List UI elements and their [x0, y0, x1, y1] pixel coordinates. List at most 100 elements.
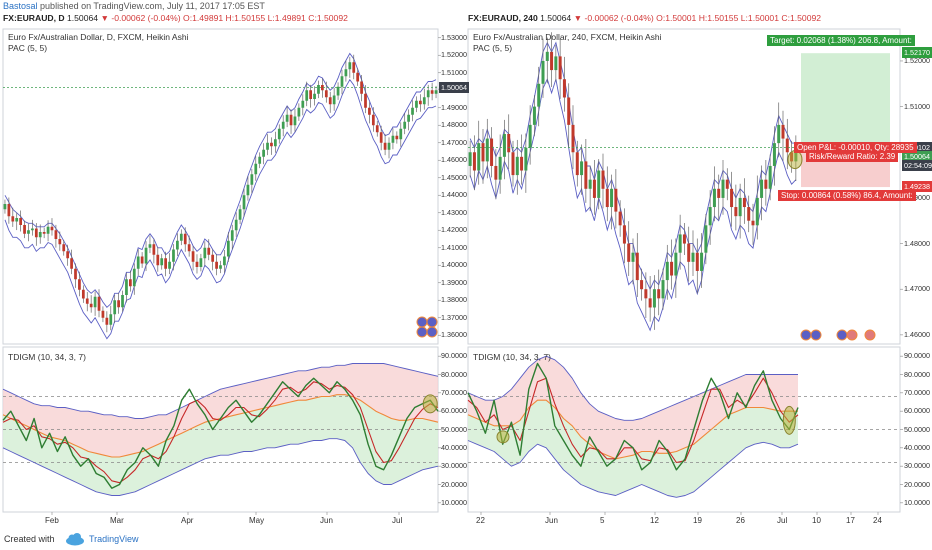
left-price-candle-body — [317, 85, 320, 94]
left-price-candle-body — [422, 97, 426, 105]
right-tdi-highlight-early — [496, 430, 510, 444]
left-xtick-label: Jul — [392, 516, 403, 525]
right-price-candle-body — [537, 83, 541, 107]
left-price-candle-body — [164, 258, 168, 269]
right-tdi-ytick-label: 60.0000 — [904, 406, 930, 416]
left-price-candle-body — [117, 300, 120, 308]
left-price-candle-body — [383, 142, 387, 150]
left-price-candle-body — [101, 310, 105, 318]
right-xtick-label: 22 — [476, 516, 485, 525]
left-price-candle-body — [356, 72, 360, 82]
left-indicator-badges[interactable] — [416, 316, 438, 343]
right-tdi-mid-band — [467, 399, 798, 460]
left-price-candle-body — [434, 90, 438, 94]
left-price-candle-body — [411, 107, 414, 115]
left-high: H:1.50155 — [225, 13, 266, 23]
tradingview-brand[interactable]: TradingView — [89, 534, 139, 544]
right-price-candle-body — [498, 156, 502, 180]
right-price-candle-body — [772, 143, 776, 166]
right-price-candle-body — [592, 179, 596, 198]
right-price-candle-body — [550, 51, 554, 71]
right-tdi-bearish-zone — [468, 356, 798, 459]
left-price-candle-body — [289, 114, 293, 126]
right-price-candle-body — [618, 211, 622, 226]
right-price-candle-body — [554, 56, 558, 71]
right-low: L:1.50001 — [740, 13, 779, 23]
right-price-candle-body — [725, 179, 729, 189]
left-price-candle-body — [121, 295, 124, 308]
left-price-candle-body — [156, 254, 160, 266]
right-tdi-ytick-label: 10.0000 — [904, 497, 930, 507]
right-price-candle-body — [601, 170, 605, 189]
right-price-candle-body — [511, 152, 515, 176]
right-price-tag: 02:54:09 — [902, 159, 932, 171]
right-price-candle-body — [490, 138, 494, 166]
left-price-candle-body — [246, 184, 250, 196]
right-price-candle-body — [477, 143, 481, 171]
left-price-candle-body — [81, 289, 85, 299]
right-price-candle-body — [687, 243, 691, 262]
left-price-candle-body — [321, 85, 324, 91]
right-xtick-label: 12 — [650, 516, 659, 525]
right-price-candle-body — [610, 188, 614, 208]
right-tdi-rsi-price-line — [467, 362, 799, 471]
left-price-candle-body — [109, 314, 113, 325]
right-price-ytick-label: 1.52000 — [904, 55, 930, 65]
right-xtick-label: 5 — [600, 516, 605, 525]
left-price-ytick-label: 1.38000 — [441, 295, 467, 305]
right-price-candle-body — [734, 207, 738, 217]
right-tdi-upper-band — [467, 355, 798, 421]
right-price: 1.50064 — [540, 13, 572, 23]
left-price-candle-body — [136, 256, 140, 269]
right-price-candle-body — [605, 188, 609, 208]
right-price-candle-body — [644, 289, 648, 299]
left-tdi-ytick-label: 20.0000 — [441, 479, 467, 489]
right-close: C:1.50092 — [781, 13, 822, 23]
left-price-candle-body — [215, 261, 218, 269]
right-price-candle-body — [580, 161, 584, 176]
right-price-candle-body — [575, 152, 579, 176]
right-tdi-ytick-label: 50.0000 — [904, 424, 930, 434]
left-price-candle-body — [160, 258, 164, 266]
right-price-candle-body — [691, 252, 695, 262]
left-price-candle-body — [395, 135, 399, 140]
right-symbol: FX:EURAUD, 240 — [468, 13, 538, 23]
left-price-ytick-label: 1.37000 — [441, 312, 467, 322]
left-price-candle-body — [31, 228, 34, 231]
right-price-candle-body — [768, 165, 772, 189]
left-tdi-upper-band — [2, 363, 439, 419]
author-link[interactable]: Bastosal — [3, 1, 38, 11]
left-price-candle-body — [285, 114, 289, 122]
left-price-candle-body — [105, 317, 109, 325]
right-price-candle-body — [485, 138, 489, 162]
right-xtick-label: 10 — [812, 516, 821, 525]
right-price-candle-body — [708, 207, 712, 226]
left-price-ytick-label: 1.44000 — [441, 190, 467, 200]
right-price-candle-body — [562, 79, 566, 98]
left-price-candle-body — [172, 249, 175, 262]
left-last-price-tag: 1.50064 — [439, 81, 469, 93]
right-price-candle-body — [661, 280, 665, 299]
right-price-candle-body — [528, 124, 532, 148]
left-price-candle-body — [195, 261, 199, 267]
left-price-ytick-label: 1.46000 — [441, 155, 467, 165]
left-price-candle-body — [74, 268, 77, 280]
left-price-candle-body — [113, 300, 117, 315]
right-price-candle-body — [558, 56, 562, 80]
right-price-legend-pac: PAC (5, 5) — [473, 43, 513, 53]
left-tdi-lower-band — [2, 438, 439, 496]
right-price-candle-body — [494, 165, 498, 180]
left-price-candle-body — [407, 114, 410, 122]
right-tdi-lower-band — [467, 440, 799, 498]
left-xtick-label: Jun — [320, 516, 333, 525]
right-price-candle-body — [622, 225, 626, 244]
right-price-candle-body — [747, 207, 751, 221]
left-price-ytick-label: 1.43000 — [441, 207, 467, 217]
left-tdi-bearish-zone — [3, 363, 438, 457]
right-price-candle-body — [695, 252, 699, 271]
left-price-candle-body — [132, 268, 136, 287]
right-indicator-badges[interactable] — [800, 328, 880, 347]
left-price-candle-body — [54, 230, 58, 239]
right-tdi-ytick-label: 40.0000 — [904, 442, 930, 452]
left-price-ytick-label: 1.53000 — [441, 32, 467, 42]
